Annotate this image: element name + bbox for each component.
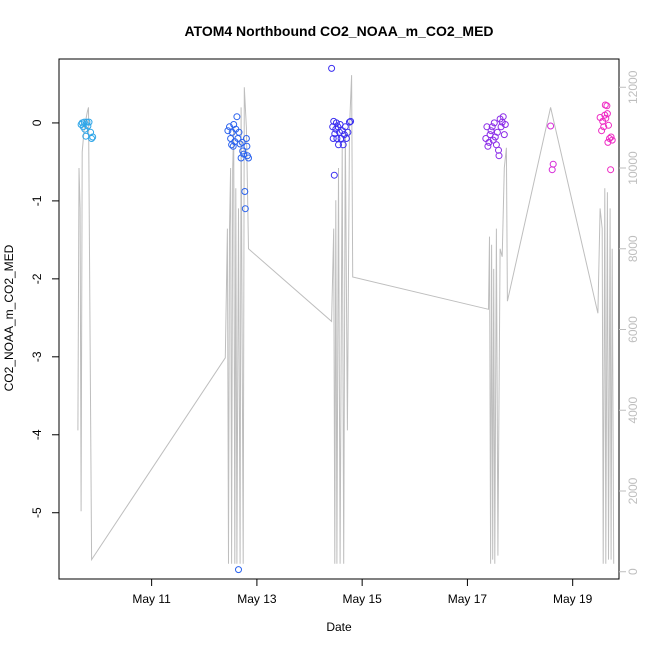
x-axis: May 11 May 13 May 15 May 17 May 19: [132, 579, 593, 606]
data-point: [329, 135, 337, 142]
data-point: [328, 64, 336, 72]
data-point: [80, 118, 88, 126]
data-point: [89, 133, 97, 141]
data-point: [500, 131, 508, 139]
y2-tick-label: 2000: [626, 477, 640, 504]
data-point: [226, 123, 233, 131]
data-point: [607, 166, 615, 174]
data-point: [238, 138, 246, 146]
data-point: [82, 132, 90, 140]
data-point: [603, 102, 611, 110]
data-point: [488, 123, 496, 131]
data-point: [332, 119, 340, 127]
secondary-y-axis: 0 2000 4000 6000 8000 10000 12000: [619, 70, 640, 575]
data-point: [549, 160, 557, 168]
data-point: [236, 140, 244, 148]
y2-tick-label: 10000: [626, 151, 640, 185]
data-point: [605, 121, 612, 129]
y-axis: 0 -1 -2 -3 -4 -5: [30, 119, 59, 518]
data-point: [239, 147, 247, 155]
data-point: [484, 142, 492, 150]
secondary-line-series: [77, 75, 615, 564]
data-point: [224, 127, 232, 135]
data-point: [245, 154, 252, 162]
y2-tick-label: 12000: [626, 70, 640, 104]
y-tick-label: -5: [30, 507, 44, 518]
y2-tick-label: 8000: [626, 235, 640, 262]
data-point: [342, 135, 350, 142]
chart-title: ATOM4 Northbound CO2_NOAA_m_CO2_MED: [184, 23, 493, 39]
x-tick-label: May 15: [342, 592, 382, 606]
data-point: [490, 119, 498, 127]
data-point: [241, 205, 249, 213]
secondary-line: [77, 75, 615, 564]
data-point: [499, 113, 507, 121]
data-point: [493, 128, 501, 136]
data-point: [602, 114, 610, 122]
y-tick-label: -2: [30, 273, 44, 284]
x-axis-label: Date: [326, 620, 352, 634]
data-point: [485, 138, 493, 146]
data-point: [243, 142, 251, 150]
y-axis-label: CO2_NOAA_m_CO2_MED: [2, 244, 16, 391]
data-point: [83, 118, 91, 126]
data-point: [598, 127, 606, 135]
data-point: [347, 117, 355, 125]
y-tick-label: -3: [30, 351, 44, 362]
data-point: [341, 123, 349, 131]
data-point: [547, 122, 555, 130]
data-point: [233, 113, 241, 121]
data-point: [501, 121, 509, 128]
data-point: [607, 133, 615, 141]
data-point: [495, 152, 503, 160]
data-point: [240, 150, 248, 158]
co2-scatter-series: [77, 64, 616, 574]
x-tick-label: May 11: [132, 592, 171, 606]
data-point: [235, 128, 243, 136]
data-point: [603, 110, 611, 118]
data-point: [85, 118, 93, 126]
data-point: [229, 142, 237, 150]
data-point: [600, 123, 608, 131]
data-point: [330, 171, 338, 179]
data-point: [346, 118, 353, 126]
data-point: [497, 123, 505, 131]
y-tick-label: -4: [30, 429, 44, 440]
x-tick-label: May 17: [448, 592, 488, 606]
y2-tick-label: 6000: [626, 316, 640, 343]
y-tick-label: 0: [30, 119, 44, 126]
data-point: [487, 127, 495, 135]
y-tick-label: -1: [30, 195, 44, 206]
x-tick-label: May 19: [553, 592, 593, 606]
data-point: [340, 131, 348, 139]
y2-tick-label: 0: [626, 568, 640, 575]
data-point: [84, 122, 92, 130]
data-point: [339, 141, 347, 149]
x-tick-label: May 13: [237, 592, 277, 606]
data-point: [335, 141, 342, 149]
data-point: [483, 123, 491, 131]
plot-frame: [58, 58, 620, 580]
data-point: [241, 188, 249, 195]
y2-tick-label: 4000: [626, 397, 640, 424]
data-point: [242, 135, 250, 142]
data-point: [235, 566, 242, 574]
data-point: [88, 135, 96, 142]
data-point: [344, 128, 352, 136]
data-point: [333, 135, 341, 142]
data-point: [608, 136, 616, 144]
